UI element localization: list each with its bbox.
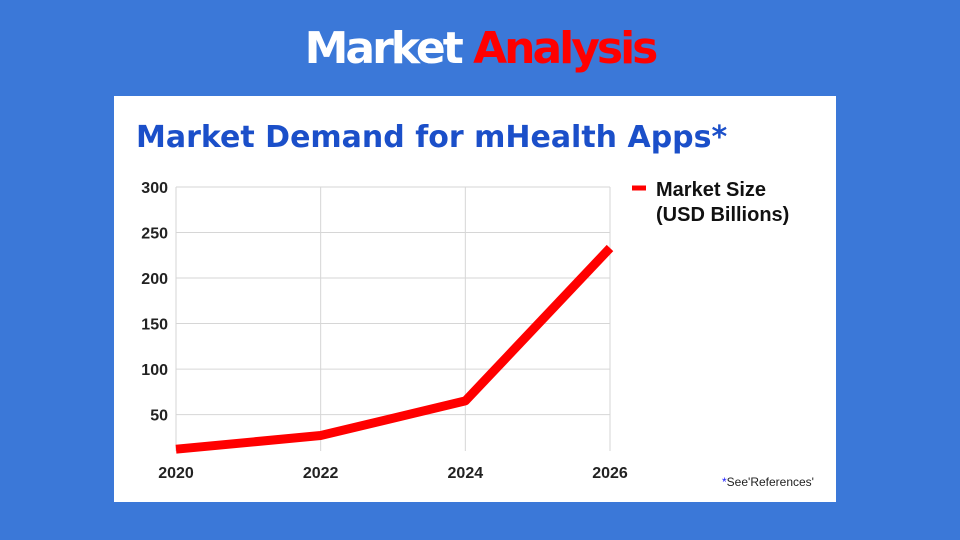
y-tick-label-100: 100 [141, 362, 168, 379]
x-tick-label-2026: 2026 [592, 465, 628, 482]
x-tick-label-2024: 2024 [448, 465, 484, 482]
y-tick-label-200: 200 [141, 271, 168, 288]
note-text: See'References' [726, 475, 814, 489]
slide-title-word-1: Market [304, 23, 464, 74]
slide-title: Market Analysis [0, 22, 960, 76]
note-asterisk: * [722, 475, 727, 489]
references-note: *See'References' [722, 475, 814, 489]
y-tick-label-300: 300 [141, 180, 168, 197]
y-tick-label-50: 50 [150, 408, 168, 425]
x-tick-label-2020: 2020 [158, 465, 194, 482]
y-tick-label-250: 250 [141, 226, 168, 243]
slide-title-word-2: Analysis [473, 23, 658, 74]
chart-title: Market Demand for mHealth Apps* [136, 120, 728, 155]
line-chart: 50 100 150 200 250 300 2020 2022 2024 2026 Market … [141, 179, 789, 482]
y-tick-label-150: 150 [141, 317, 168, 334]
legend-label-line-1: Market Size [656, 179, 766, 201]
series-line-market-size [175, 244, 614, 454]
legend-label-line-2: (USD Billions) [656, 204, 789, 226]
chart-panel: Market Demand for mHealth Apps* 50 100 150… [114, 96, 836, 502]
x-tick-label-2022: 2022 [303, 465, 339, 482]
